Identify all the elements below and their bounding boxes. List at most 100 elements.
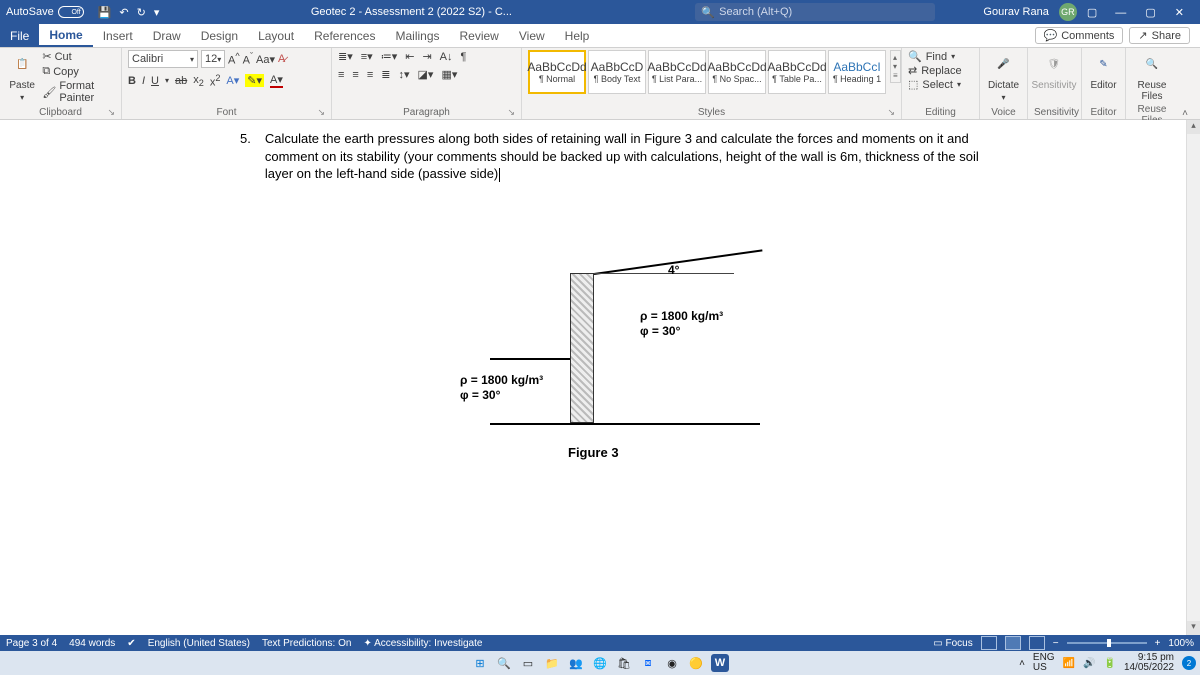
font-size-combo[interactable]: 12▾ (201, 50, 225, 68)
justify-button[interactable]: ≣ (381, 68, 390, 81)
vertical-scrollbar[interactable]: ▴ ▾ (1186, 120, 1200, 635)
multilevel-button[interactable]: ≔▾ (381, 50, 398, 63)
text-predictions[interactable]: Text Predictions: On (262, 638, 351, 649)
language-indicator[interactable]: English (United States) (148, 638, 250, 649)
spellcheck-icon[interactable]: ✔ (127, 638, 135, 649)
superscript-button[interactable]: x2 (210, 73, 221, 89)
wifi-icon[interactable]: 📶 (1063, 658, 1075, 669)
notifications-icon[interactable]: 2 (1182, 656, 1196, 670)
zoom-level[interactable]: 100% (1168, 638, 1194, 649)
align-right-button[interactable]: ≡ (367, 69, 373, 81)
edge-icon[interactable]: 🌐 (591, 654, 609, 672)
text-effects-button[interactable]: A▾ (226, 74, 239, 87)
subscript-button[interactable]: x2 (193, 74, 204, 88)
shading-button[interactable]: ◪▾ (418, 68, 434, 81)
line-spacing-button[interactable]: ↕▾ (398, 68, 409, 81)
tab-layout[interactable]: Layout (248, 24, 304, 47)
dec-indent-button[interactable]: ⇤ (405, 50, 414, 63)
dictate-button[interactable]: 🎤Dictate▾ (986, 50, 1021, 102)
numbering-button[interactable]: ≡▾ (361, 50, 373, 63)
tray-language[interactable]: ENGUS (1033, 653, 1055, 673)
reuse-files-button[interactable]: 🔍Reuse Files (1132, 50, 1172, 102)
web-layout-icon[interactable] (1029, 636, 1045, 650)
highlight-button[interactable]: ✎▾ (245, 74, 264, 87)
align-center-button[interactable]: ≡ (352, 69, 358, 81)
style-body-text[interactable]: AaBbCcD¶ Body Text (588, 50, 646, 94)
editor-button[interactable]: ✎Editor (1088, 50, 1119, 91)
tab-file[interactable]: File (0, 24, 39, 47)
underline-button[interactable]: U (151, 75, 159, 87)
document-area[interactable]: 5. Calculate the earth pressures along b… (0, 120, 1200, 635)
clear-format-button[interactable]: A̷ (278, 53, 285, 65)
ribbon-collapse-icon[interactable]: ˄ (1178, 48, 1192, 119)
taskbar-search-icon[interactable]: 🔍 (495, 654, 513, 672)
sort-button[interactable]: A↓ (440, 51, 453, 63)
tab-home[interactable]: Home (39, 24, 92, 47)
tab-review[interactable]: Review (450, 24, 509, 47)
page-indicator[interactable]: Page 3 of 4 (6, 638, 57, 649)
sensitivity-button[interactable]: 🛡Sensitivity (1034, 50, 1074, 91)
gallery-up-icon[interactable]: ▴ (893, 53, 898, 62)
inc-indent-button[interactable]: ⇥ (422, 50, 431, 63)
maximize-icon[interactable]: ▢ (1137, 7, 1163, 19)
borders-button[interactable]: ▦▾ (441, 68, 457, 81)
scroll-down-icon[interactable]: ▾ (1187, 621, 1200, 635)
show-marks-button[interactable]: ¶ (461, 51, 467, 63)
gallery-down-icon[interactable]: ▾ (893, 62, 898, 71)
comments-button[interactable]: 💬Comments (1035, 27, 1124, 44)
strike-button[interactable]: ab (175, 75, 187, 87)
clipboard-launcher-icon[interactable]: ↘ (107, 107, 115, 118)
tab-draw[interactable]: Draw (143, 24, 191, 47)
format-painter-button[interactable]: 🖌Format Painter (42, 80, 115, 104)
align-left-button[interactable]: ≡ (338, 69, 344, 81)
chrome-icon[interactable]: 🟡 (687, 654, 705, 672)
style-list-para[interactable]: AaBbCcDd¶ List Para... (648, 50, 706, 94)
shrink-font-button[interactable]: Aˇ (243, 51, 253, 67)
store-icon[interactable]: 🛍 (615, 654, 633, 672)
tray-chevron-icon[interactable]: ˄ (1019, 658, 1025, 669)
battery-icon[interactable]: 🔋 (1103, 658, 1115, 669)
copy-button[interactable]: ⧉Copy (42, 65, 115, 78)
start-icon[interactable]: ⊞ (471, 654, 489, 672)
scroll-up-icon[interactable]: ▴ (1187, 120, 1200, 134)
zoom-in-button[interactable]: + (1155, 638, 1161, 649)
italic-button[interactable]: I (142, 75, 145, 87)
font-name-combo[interactable]: Calibri▾ (128, 50, 198, 68)
style-normal[interactable]: AaBbCcDd¶ Normal (528, 50, 586, 94)
redo-icon[interactable]: ↻ (137, 6, 146, 19)
select-button[interactable]: ⬚Select▾ (908, 78, 962, 91)
style-heading-1[interactable]: AaBbCcI¶ Heading 1 (828, 50, 886, 94)
search-box[interactable]: 🔍 Search (Alt+Q) (695, 3, 935, 21)
bullets-button[interactable]: ≣▾ (338, 50, 353, 63)
gallery-more-icon[interactable]: ≡ (893, 71, 898, 80)
undo-icon[interactable]: ↶ (119, 6, 128, 19)
user-avatar[interactable]: GR (1059, 3, 1077, 21)
print-layout-icon[interactable] (1005, 636, 1021, 650)
task-view-icon[interactable]: ▭ (519, 654, 537, 672)
minimize-icon[interactable]: — (1107, 7, 1134, 19)
tab-view[interactable]: View (509, 24, 555, 47)
bold-button[interactable]: B (128, 75, 136, 87)
read-mode-icon[interactable] (981, 636, 997, 650)
zoom-out-button[interactable]: − (1053, 638, 1059, 649)
word-icon[interactable]: W (711, 654, 729, 672)
qat-more-icon[interactable]: ▾ (154, 6, 160, 19)
styles-launcher-icon[interactable]: ↘ (887, 107, 895, 118)
tab-references[interactable]: References (304, 24, 385, 47)
font-launcher-icon[interactable]: ↘ (317, 107, 325, 118)
close-icon[interactable]: ✕ (1167, 7, 1192, 19)
focus-mode-button[interactable]: ▭ Focus (933, 638, 972, 649)
tab-mailings[interactable]: Mailings (385, 24, 449, 47)
font-color-button[interactable]: A▾ (270, 73, 283, 88)
find-button[interactable]: 🔍Find▾ (908, 50, 962, 63)
style-no-spacing[interactable]: AaBbCcDd¶ No Spac... (708, 50, 766, 94)
style-table-para[interactable]: AaBbCcDd¶ Table Pa... (768, 50, 826, 94)
ribbon-mode-icon[interactable]: ▢ (1087, 6, 1097, 19)
tray-clock[interactable]: 9:15 pm14/05/2022 (1124, 653, 1174, 673)
autosave-toggle[interactable]: AutoSave Off (0, 6, 90, 18)
teams-icon[interactable]: 👥 (567, 654, 585, 672)
dropbox-icon[interactable]: ⧈ (639, 654, 657, 672)
word-count[interactable]: 494 words (69, 638, 115, 649)
tab-insert[interactable]: Insert (93, 24, 143, 47)
zoom-slider[interactable] (1067, 642, 1147, 644)
